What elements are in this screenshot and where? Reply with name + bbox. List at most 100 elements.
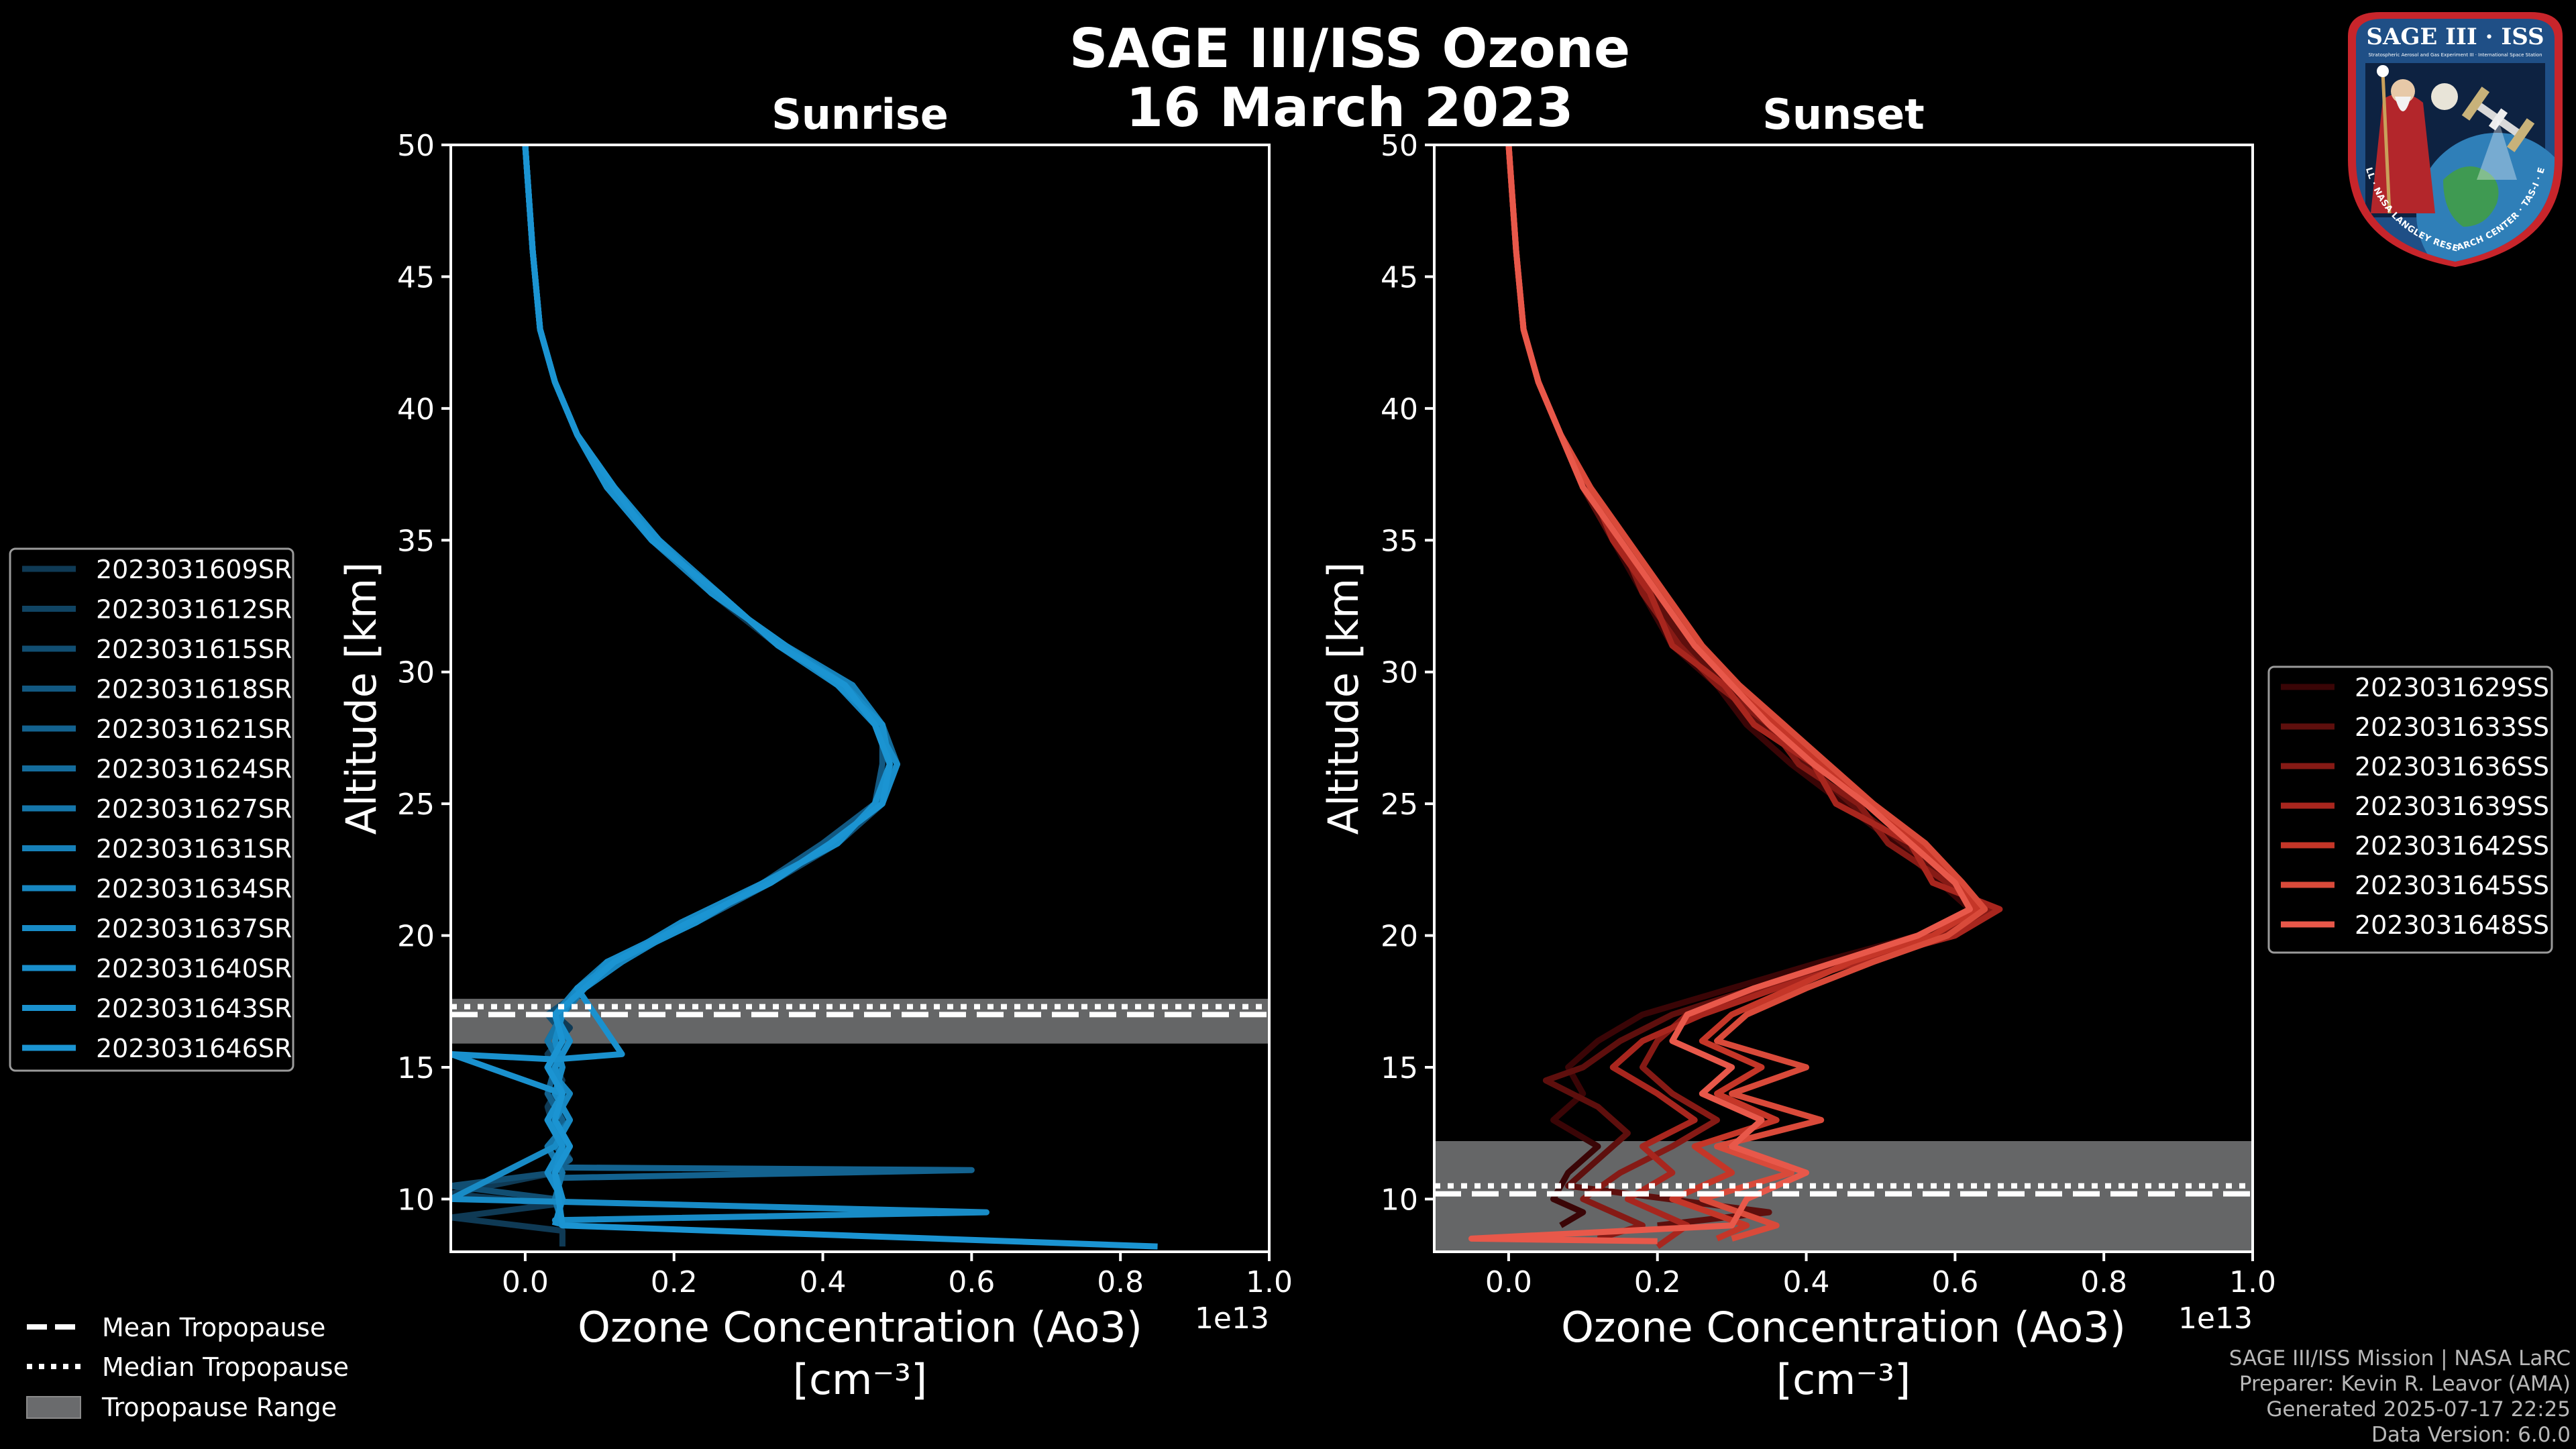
legend-median-tropopause-label: Median Tropopause xyxy=(102,1352,349,1382)
sunrise-legend-label: 2023031640SR xyxy=(96,954,292,983)
sunrise-legend-label: 2023031627SR xyxy=(96,794,292,824)
sunset-y-tick-label: 15 xyxy=(1381,1051,1418,1085)
patch-subtitle: Stratospheric Aerosol and Gas Experiment… xyxy=(2368,52,2542,58)
sunrise-y-tick-label: 35 xyxy=(397,524,435,558)
patch-space-station xyxy=(2461,87,2535,152)
sunset-legend-label: 2023031645SS xyxy=(2355,871,2549,900)
figure-title: SAGE III/ISS Ozone xyxy=(1069,17,1630,80)
patch-staff xyxy=(2381,72,2392,214)
sunrise-x-tick-label: 0.6 xyxy=(948,1265,995,1299)
patch-continent xyxy=(2443,166,2499,227)
sunrise-y-tick-label: 25 xyxy=(397,788,435,822)
sunset-x-axis-label: Ozone Concentration (Ao3) xyxy=(1561,1303,2126,1352)
sunrise-y-tick-label: 30 xyxy=(397,656,435,690)
sunrise-x-tick-label: 0.2 xyxy=(651,1265,698,1299)
sunrise-legend-label: 2023031621SR xyxy=(96,714,292,744)
sunrise-y-tick-label: 40 xyxy=(397,392,435,427)
sunset-legend-frame xyxy=(2267,665,2553,954)
sunset-y-tick-label: 20 xyxy=(1381,920,1418,954)
sunrise-legend-label: 2023031618SR xyxy=(96,675,292,704)
sunrise-legend-frame xyxy=(9,547,294,1072)
legend-tropopause-range-swatch xyxy=(26,1396,81,1419)
sunrise-title: Sunrise xyxy=(771,90,949,139)
sunset-panel: Sunset 0.0 0.2 0.4 0.6 0.8 1.0 10 15 20 25 30 35 40… xyxy=(1319,90,2276,1404)
legend-tropopause-range-label: Tropopause Range xyxy=(101,1393,337,1422)
sunset-x-tick-label: 0.2 xyxy=(1634,1265,1681,1299)
sunset-x-tick-label: 0.0 xyxy=(1485,1265,1532,1299)
sunset-y-tick-label: 50 xyxy=(1381,129,1418,163)
sunrise-legend-label: 2023031643SR xyxy=(96,994,292,1024)
sunset-x-tick-label: 0.4 xyxy=(1783,1265,1830,1299)
sunset-legend-label: 2023031642SS xyxy=(2355,831,2549,861)
sunrise-legend-label: 2023031609SR xyxy=(96,555,292,584)
sunrise-axes-frame xyxy=(449,144,1271,1253)
sunset-x-tick-label: 1.0 xyxy=(2229,1265,2276,1299)
sunrise-legend-label: 2023031615SR xyxy=(96,635,292,664)
sunset-x-ticks: 0.0 0.2 0.4 0.6 0.8 1.0 xyxy=(1485,1252,2276,1299)
sunrise-y-axis-label: Altitude [km] xyxy=(337,562,386,835)
sunset-x-scale-label: 1e13 xyxy=(2178,1301,2253,1336)
sunset-axes-frame xyxy=(1433,144,2254,1253)
sunset-x-tick-label: 0.6 xyxy=(1931,1265,1978,1299)
patch-light-beam xyxy=(2477,119,2517,180)
sunrise-legend-label: 2023031612SR xyxy=(96,595,292,625)
patch-title: SAGE III · ISS xyxy=(2366,23,2544,50)
sunset-series-group xyxy=(1468,145,2003,1249)
sunrise-y-tick-label: 10 xyxy=(397,1183,435,1217)
sunset-series-line-2023031645SS xyxy=(1505,145,1988,1242)
sunset-x-tick-label: 0.8 xyxy=(2080,1265,2127,1299)
sunrise-legend-label: 2023031634SR xyxy=(96,874,292,904)
sunrise-x-tick-label: 0.4 xyxy=(800,1265,847,1299)
sage-iii-iss-mission-patch-icon: SAGE III · ISS Stratospheric Aerosol and… xyxy=(2343,12,2563,267)
sunset-y-tick-label: 30 xyxy=(1381,656,1418,690)
figure-date: 16 March 2023 xyxy=(1126,76,1573,139)
sunset-y-tick-label: 40 xyxy=(1381,392,1418,427)
sunrise-x-tick-label: 0.8 xyxy=(1097,1265,1144,1299)
sunset-y-tick-label: 35 xyxy=(1381,524,1418,558)
legend-mean-tropopause-label: Mean Tropopause xyxy=(102,1313,325,1342)
sunrise-x-axis-label: Ozone Concentration (Ao3) xyxy=(578,1303,1142,1352)
sunrise-y-tick-label: 15 xyxy=(397,1051,435,1085)
sunrise-x-axis-unit: [cm⁻³] xyxy=(793,1355,927,1404)
sunrise-legend: 2023031609SR 2023031612SR 2023031615SR 2023… xyxy=(9,547,294,1072)
sunset-legend-label: 2023031639SS xyxy=(2355,792,2549,821)
credit-generated: Generated 2025-07-17 22:25 xyxy=(2266,1397,2571,1421)
credits: SAGE III/ISS Mission | NASA LaRC Prepare… xyxy=(2229,1346,2571,1447)
sunrise-x-tick-label: 1.0 xyxy=(1246,1265,1293,1299)
sunset-x-axis-unit: [cm⁻³] xyxy=(1776,1355,1911,1404)
sunset-legend: 2023031629SS 2023031633SS 2023031636SS 2023… xyxy=(2267,665,2553,954)
sunset-y-ticks: 10 15 20 25 30 35 40 45 50 xyxy=(1381,129,1434,1217)
credit-data-version: Data Version: 6.0.0 xyxy=(2371,1423,2571,1447)
sunrise-series-group xyxy=(451,145,1158,1250)
patch-staff-orb xyxy=(2377,65,2389,77)
sunset-y-tick-label: 10 xyxy=(1381,1183,1418,1217)
sunrise-series-line-2023031646SR xyxy=(522,145,1158,1250)
sunrise-y-tick-label: 20 xyxy=(397,920,435,954)
sunrise-legend-label: 2023031637SR xyxy=(96,914,292,944)
sunset-title: Sunset xyxy=(1762,90,1925,139)
sunset-series-line-2023031648SS xyxy=(1468,145,1973,1244)
patch-moon xyxy=(2431,83,2458,110)
sunrise-x-ticks: 0.0 0.2 0.4 0.6 0.8 1.0 xyxy=(502,1252,1293,1299)
sunrise-x-tick-label: 0.0 xyxy=(502,1265,549,1299)
sunrise-panel: Sunrise 0.0 0.2 0.4 0.6 0.8 1.0 10 15 20 25 30 35 4… xyxy=(337,90,1293,1404)
credit-preparer: Preparer: Kevin R. Leavor (AMA) xyxy=(2239,1372,2571,1396)
sunset-legend-label: 2023031633SS xyxy=(2355,712,2549,742)
sunset-y-tick-label: 25 xyxy=(1381,788,1418,822)
sunset-legend-label: 2023031636SS xyxy=(2355,752,2549,782)
sunset-y-axis-label: Altitude [km] xyxy=(1319,562,1368,835)
sunrise-y-tick-label: 45 xyxy=(397,260,435,294)
sunrise-legend-label: 2023031646SR xyxy=(96,1034,292,1063)
sunrise-y-ticks: 10 15 20 25 30 35 40 45 50 xyxy=(397,129,451,1217)
sunrise-legend-label: 2023031624SR xyxy=(96,755,292,784)
sunrise-y-tick-label: 50 xyxy=(397,129,435,163)
sunrise-legend-label: 2023031631SR xyxy=(96,835,292,864)
sunset-legend-label: 2023031629SS xyxy=(2355,673,2549,702)
tropopause-legend: Mean Tropopause Median Tropopause Tropop… xyxy=(26,1313,349,1422)
sunrise-x-scale-label: 1e13 xyxy=(1195,1301,1269,1336)
sunset-legend-label: 2023031648SS xyxy=(2355,910,2549,940)
patch-sage-beard xyxy=(2395,97,2411,111)
credit-mission: SAGE III/ISS Mission | NASA LaRC xyxy=(2229,1346,2571,1371)
sunset-y-tick-label: 45 xyxy=(1381,260,1418,294)
